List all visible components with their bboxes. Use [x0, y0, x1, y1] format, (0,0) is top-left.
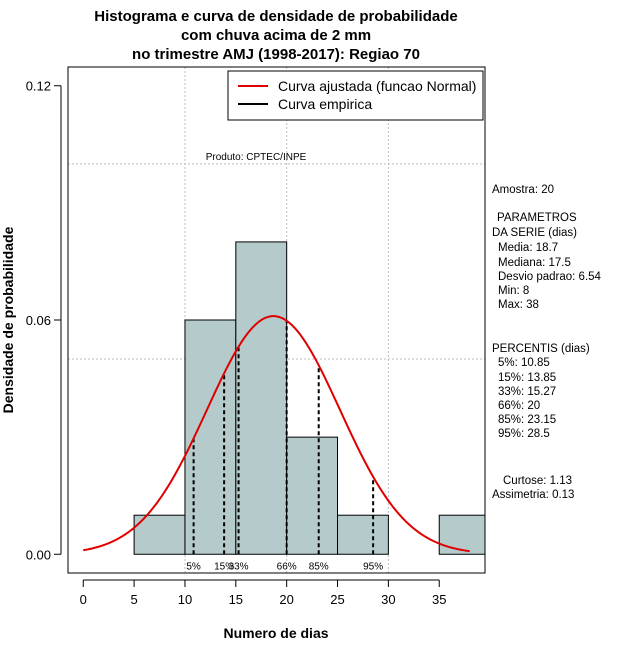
- plot-frame: [67, 66, 486, 574]
- percentile-label-4: 85%: [309, 561, 329, 572]
- percentile-66: 66%: 20: [498, 400, 540, 412]
- bars-layer: [133, 241, 486, 555]
- percentiles-title: PERCENTIS (dias): [492, 343, 590, 355]
- x-axis: 0 5 10 15 20 25 30 35: [80, 579, 446, 607]
- percentile-label-1: 15%: [214, 561, 234, 572]
- normal-fit-curve: [83, 315, 470, 553]
- stat-min: Min: 8: [498, 285, 529, 297]
- chart-title-line-1: Histograma e curva de densidade de proba…: [94, 8, 457, 25]
- percentile-15: 15%: 13.85: [498, 372, 556, 384]
- stat-sd: Desvio padrao: 6.54: [498, 271, 602, 283]
- sample-size: Amostra: 20: [492, 184, 554, 196]
- legend-empirical-label: Curva empirica: [278, 96, 372, 112]
- percentile-95: 95%: 28.5: [498, 428, 550, 440]
- x-tick-label-6: 30: [381, 592, 395, 607]
- product-annotation: Produto: CPTEC/INPE: [206, 152, 307, 163]
- percentile-85: 85%: 23.15: [498, 414, 556, 426]
- x-tick-label-2: 10: [178, 592, 192, 607]
- x-tick-label-5: 25: [330, 592, 344, 607]
- percentile-label-5: 95%: [363, 561, 383, 572]
- legend: Curva ajustada (funcao Normal) Curva emp…: [227, 70, 484, 121]
- y-tick-label-2: 0.12: [26, 79, 51, 94]
- curve-layer: [83, 315, 470, 553]
- stat-max: Max: 38: [498, 299, 539, 311]
- legend-box: [227, 70, 484, 121]
- x-axis-label: Numero de dias: [223, 625, 328, 641]
- chart-title-line-3: no trimestre AMJ (1998-2017): Regiao 70: [132, 46, 420, 63]
- percentile-labels-layer: 5% 15%33% 66% 85% 95%: [186, 561, 383, 572]
- histogram-bar-0: [133, 514, 186, 555]
- stat-median: Mediana: 17.5: [498, 257, 571, 269]
- skewness: Assimetria: 0.13: [492, 489, 574, 501]
- percentile-label-0: 5%: [186, 561, 201, 572]
- histogram-bar-1: [184, 319, 237, 555]
- percentile-5: 5%: 10.85: [498, 357, 550, 369]
- x-tick-label-0: 0: [80, 592, 87, 607]
- kurtosis: Curtose: 1.13: [503, 475, 572, 487]
- percentile-lines-layer: [192, 320, 375, 555]
- stat-mean: Media: 18.7: [498, 242, 558, 254]
- percentile-33: 33%: 15.27: [498, 386, 556, 398]
- x-tick-label-1: 5: [130, 592, 137, 607]
- percentile-label-2: 33%: [229, 561, 249, 572]
- y-axis-label: Densidade de probabilidade: [0, 226, 16, 413]
- y-tick-label-1: 0.06: [26, 313, 51, 328]
- y-tick-label-0: 0.00: [26, 547, 51, 562]
- params-title-1: PARAMETROS: [497, 212, 577, 224]
- x-tick-label-3: 15: [229, 592, 243, 607]
- percentile-label-3: 66%: [277, 561, 297, 572]
- params-title-2: DA SERIE (dias): [492, 227, 577, 239]
- legend-normal-label: Curva ajustada (funcao Normal): [278, 78, 476, 94]
- y-axis: 0.00 0.06 0.12: [26, 79, 62, 562]
- histogram-bar-4: [337, 514, 389, 555]
- stats-side-panel: Amostra: 20 PARAMETROS DA SERIE (dias) M…: [492, 184, 602, 501]
- histogram-bar-6: [438, 514, 486, 555]
- histogram-bar-2: [235, 241, 288, 555]
- histogram-bar-3: [286, 436, 339, 555]
- x-tick-label-7: 35: [432, 592, 446, 607]
- chart-title-line-2: com chuva acima de 2 mm: [181, 27, 371, 44]
- x-tick-label-4: 20: [279, 592, 293, 607]
